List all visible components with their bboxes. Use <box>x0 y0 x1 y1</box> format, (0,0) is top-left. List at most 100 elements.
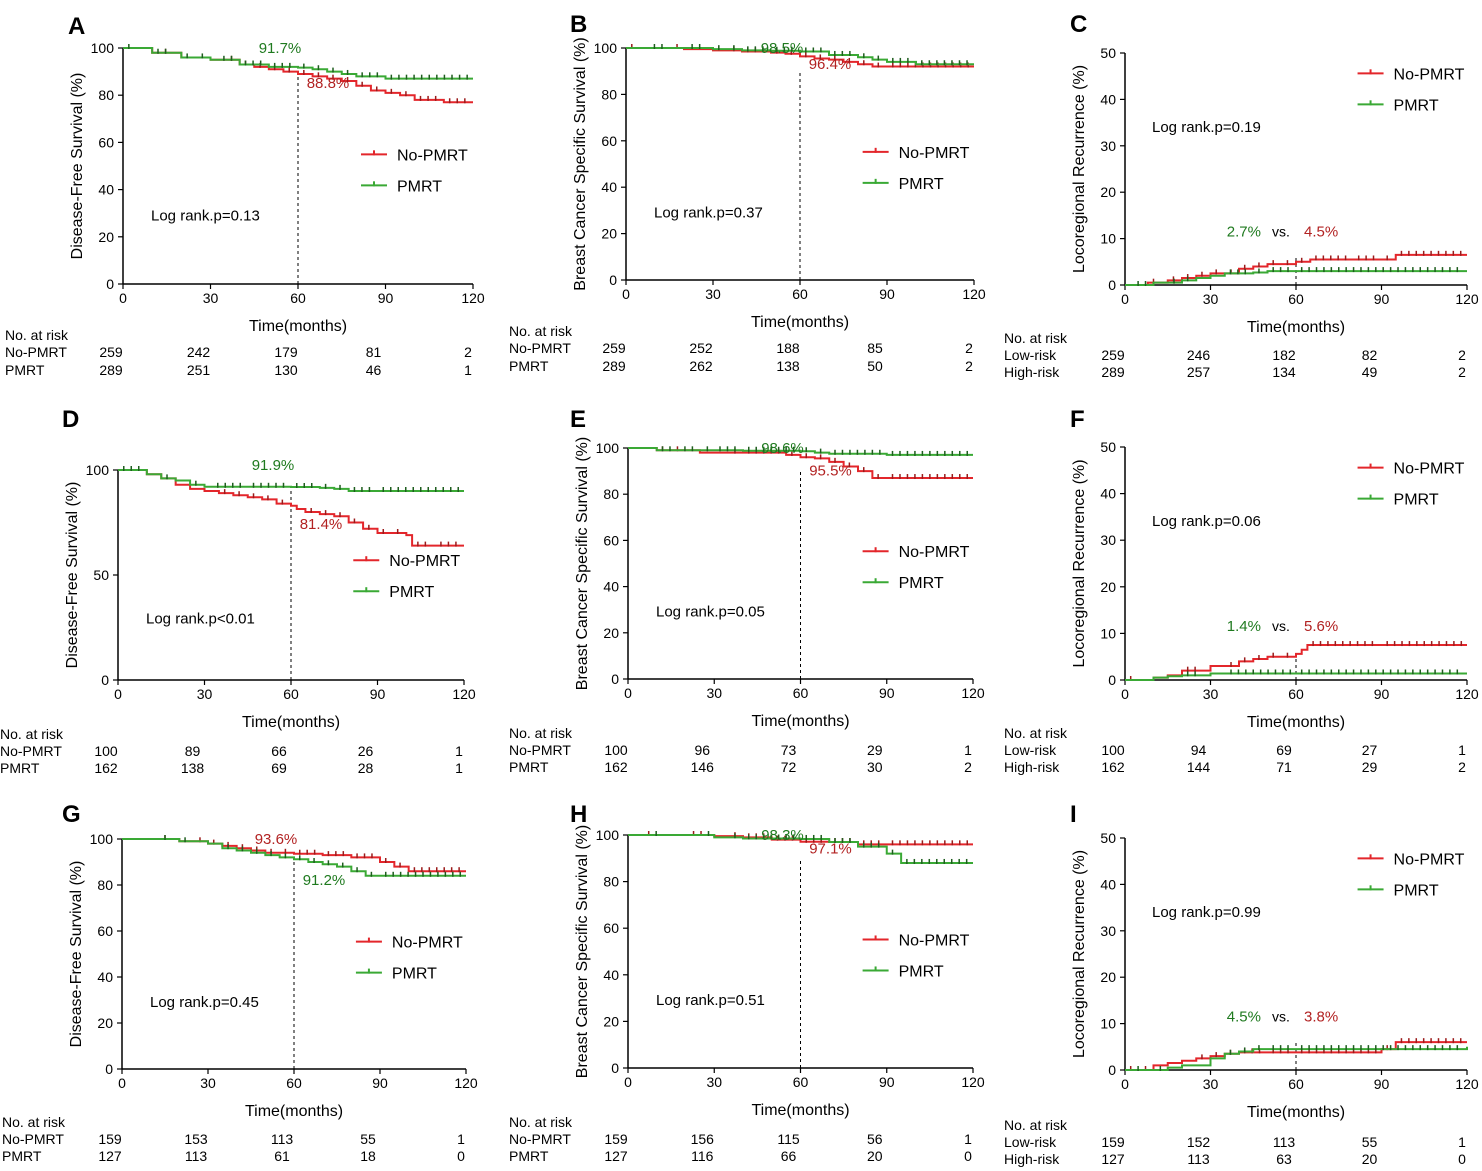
panel-letter: E <box>570 406 586 433</box>
at-risk-count: 2 <box>965 358 973 374</box>
x-tick-label: 60 <box>286 1075 302 1091</box>
x-tick-label: 0 <box>114 686 122 702</box>
y-tick-label: 100 <box>91 40 115 56</box>
y-tick-label: 40 <box>1100 486 1116 502</box>
x-tick-label: 90 <box>1374 686 1390 702</box>
y-axis-label: Breast Cancer Specific Survival (%) <box>574 825 591 1078</box>
x-tick-label: 90 <box>879 286 895 302</box>
at-risk-count: 246 <box>1187 347 1211 363</box>
y-tick-label: 60 <box>601 133 617 149</box>
logrank-text: Log rank.p=0.19 <box>1152 119 1261 136</box>
legend-label-pmrt: PMRT <box>1394 882 1439 899</box>
at-risk-count: 63 <box>1276 1151 1292 1167</box>
at-risk-count: 18 <box>360 1148 376 1164</box>
at-risk-count: 116 <box>691 1148 714 1164</box>
y-axis-label: Locoregional Recurrence (%) <box>1071 459 1088 667</box>
legend-label-no-pmrt: No-PMRT <box>392 935 463 952</box>
legend-label-no-pmrt: No-PMRT <box>389 553 460 570</box>
at-risk-count: 156 <box>691 1131 715 1147</box>
y-axis-label: Locoregional Recurrence (%) <box>1071 850 1088 1058</box>
panel-a: A0 30 60 90 120020406080100Time(months)Disea… <box>5 13 485 378</box>
survival-percent-label: 98.5% <box>761 40 804 57</box>
y-tick-label: 50 <box>1100 45 1116 61</box>
at-risk-row-label: PMRT <box>0 760 40 776</box>
x-tick-label: 0 <box>622 286 630 302</box>
at-risk-count: 113 <box>1273 1134 1296 1150</box>
at-risk-count: 162 <box>94 760 118 776</box>
at-risk-count: 262 <box>689 358 713 374</box>
vs-label: vs. <box>1272 1008 1290 1024</box>
y-tick-label: 10 <box>1100 231 1116 247</box>
at-risk-count: 138 <box>181 760 205 776</box>
at-risk-count: 55 <box>360 1131 376 1147</box>
y-tick-label: 0 <box>611 671 619 687</box>
vs-label: vs. <box>1272 223 1290 239</box>
y-tick-label: 20 <box>1100 184 1116 200</box>
x-tick-label: 30 <box>705 286 721 302</box>
at-risk-count: 2 <box>1458 759 1466 775</box>
x-tick-label: 60 <box>290 290 306 306</box>
km-figure: A0 30 60 90 120020406080100Time(months)Disea… <box>0 0 1482 1171</box>
x-tick-label: 30 <box>1203 686 1219 702</box>
y-tick-label: 80 <box>98 87 114 103</box>
y-tick-label: 10 <box>1100 625 1116 641</box>
y-tick-label: 20 <box>98 229 114 245</box>
panel-letter: A <box>68 13 85 40</box>
at-risk-count: 61 <box>274 1148 290 1164</box>
legend-label-pmrt: PMRT <box>389 584 434 601</box>
at-risk-count: 30 <box>867 759 883 775</box>
x-tick-label: 120 <box>961 685 985 701</box>
x-axis-label: Time(months) <box>751 713 849 730</box>
at-risk-count: 100 <box>1101 742 1125 758</box>
legend-label-no-pmrt: No-PMRT <box>1394 461 1465 478</box>
at-risk-count: 252 <box>689 340 713 356</box>
panel-d: D 0 30 60 90 120 0 50 100 Time(months) Disease-Fre… <box>0 406 476 776</box>
at-risk-count: 0 <box>964 1148 972 1164</box>
logrank-text: Log rank.p=0.99 <box>1152 904 1261 921</box>
x-tick-label: 120 <box>961 1074 985 1090</box>
y-tick-label: 40 <box>603 579 619 595</box>
x-tick-label: 30 <box>203 290 219 306</box>
at-risk-title: No. at risk <box>1004 1117 1068 1133</box>
at-risk-count: 257 <box>1187 364 1211 380</box>
at-risk-count: 69 <box>271 760 287 776</box>
y-tick-label: 20 <box>97 1015 113 1031</box>
at-risk-count: 66 <box>271 743 287 759</box>
x-axis-label: Time(months) <box>751 1102 849 1119</box>
x-tick-label: 60 <box>283 686 299 702</box>
at-risk-count: 1 <box>964 1131 972 1147</box>
at-risk-count: 162 <box>1101 759 1125 775</box>
x-tick-label: 90 <box>370 686 386 702</box>
panel-letter: G <box>62 801 81 828</box>
at-risk-count: 146 <box>691 759 715 775</box>
at-risk-count: 115 <box>777 1131 800 1147</box>
at-risk-title: No. at risk <box>1004 725 1068 741</box>
at-risk-count: 2 <box>1458 347 1466 363</box>
y-tick-label: 0 <box>1108 672 1116 688</box>
legend-label-pmrt: PMRT <box>899 176 944 193</box>
at-risk-count: 259 <box>602 340 626 356</box>
panel-f: F0 30 60 90 12001020304050Time(months)Locore… <box>1004 406 1479 775</box>
x-tick-label: 0 <box>624 685 632 701</box>
at-risk-count: 1 <box>964 742 972 758</box>
at-risk-row-label: No-PMRT <box>509 340 571 356</box>
at-risk-count: 2 <box>464 344 472 360</box>
legend-label-pmrt: PMRT <box>392 966 437 983</box>
at-risk-count: 152 <box>1187 1134 1211 1150</box>
at-risk-count: 1 <box>455 743 463 759</box>
x-tick-label: 30 <box>200 1075 216 1091</box>
at-risk-count: 159 <box>1101 1134 1125 1150</box>
y-tick-label: 60 <box>98 134 114 150</box>
logrank-text: Log rank.p=0.37 <box>654 204 763 221</box>
legend-label-no-pmrt: No-PMRT <box>397 147 468 164</box>
y-tick-label: 80 <box>97 877 113 893</box>
at-risk-count: 100 <box>604 742 628 758</box>
at-risk-row-label: PMRT <box>509 1148 549 1164</box>
recurrence-percent-no-pmrt: 3.8% <box>1304 1008 1338 1025</box>
logrank-text: Log rank.p=0.13 <box>151 207 260 224</box>
legend-label-no-pmrt: No-PMRT <box>899 544 970 561</box>
y-axis-label: Locoregional Recurrence (%) <box>1071 65 1088 273</box>
x-tick-label: 60 <box>793 685 809 701</box>
x-tick-label: 30 <box>1203 1076 1219 1092</box>
y-tick-label: 0 <box>1108 277 1116 293</box>
